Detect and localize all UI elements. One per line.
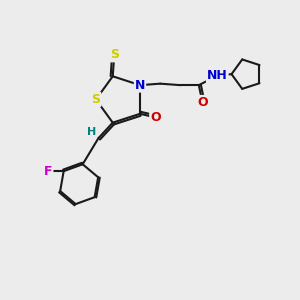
Text: S: S (92, 93, 100, 106)
Text: NH: NH (207, 69, 228, 82)
Text: H: H (87, 127, 97, 136)
Text: O: O (150, 111, 161, 124)
Text: N: N (135, 79, 145, 92)
Text: S: S (110, 48, 119, 62)
Text: O: O (197, 96, 208, 109)
Text: F: F (44, 165, 52, 178)
